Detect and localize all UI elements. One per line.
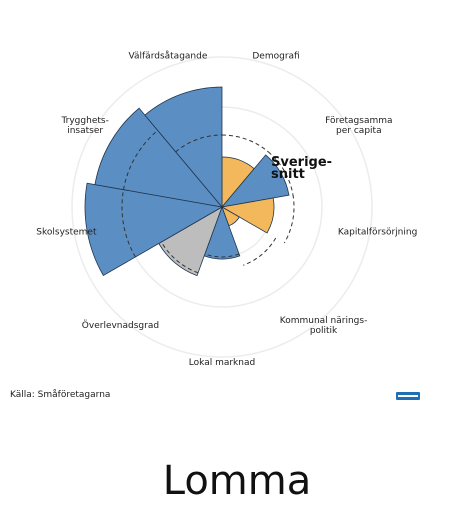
reference-arc (221, 134, 269, 153)
reference-arc (283, 194, 295, 244)
category-line: Företagsamma (325, 116, 392, 126)
grid-circle (71, 56, 373, 358)
reference-arc (160, 241, 199, 274)
category-label: Kommunal närings-politik (280, 316, 368, 336)
category-line: Demografi (252, 52, 299, 62)
category-line: politik (310, 326, 338, 336)
category-label: Demografi (252, 52, 299, 62)
category-label: Skolsystemet (36, 227, 97, 237)
sector (220, 197, 275, 234)
category-label: Lokal marknad (189, 358, 255, 368)
reference-arc (175, 134, 223, 153)
category-line: insatser (67, 126, 103, 136)
category-line: Kapitalförsörjning (338, 227, 417, 237)
reference-arc (121, 189, 136, 258)
category-line: Kommunal närings- (280, 316, 368, 326)
logo (396, 392, 420, 400)
category-line: Trygghets- (60, 116, 108, 126)
reference-arc (267, 151, 294, 195)
reference-label: Sverige-snitt (271, 155, 332, 182)
sector (84, 182, 224, 277)
category-line: Välfärdsåtagande (129, 51, 208, 62)
reference-line: snitt (271, 167, 305, 182)
reference-arc (243, 237, 277, 266)
reference-arc (204, 253, 240, 258)
chart-title: Lomma (163, 458, 312, 504)
sector (94, 107, 224, 208)
category-line: Överlevnadsgrad (82, 320, 159, 331)
reference-line: Sverige- (271, 155, 332, 170)
category-label: Trygghets-insatser (60, 116, 108, 136)
category-label: Företagsamma per capita (325, 116, 392, 136)
category-line: Skolsystemet (36, 227, 97, 237)
sector (144, 86, 223, 209)
category-label: Kapitalförsörjning (338, 227, 417, 237)
category-line: Lokal marknad (189, 358, 255, 368)
category-label: Välfärdsåtagande (129, 51, 208, 62)
category-line: per capita (336, 126, 382, 136)
category-label: Överlevnadsgrad (82, 320, 159, 331)
reference-arc (123, 130, 159, 190)
source: Källa: Småföretagarna (10, 389, 110, 400)
sector (220, 154, 290, 208)
